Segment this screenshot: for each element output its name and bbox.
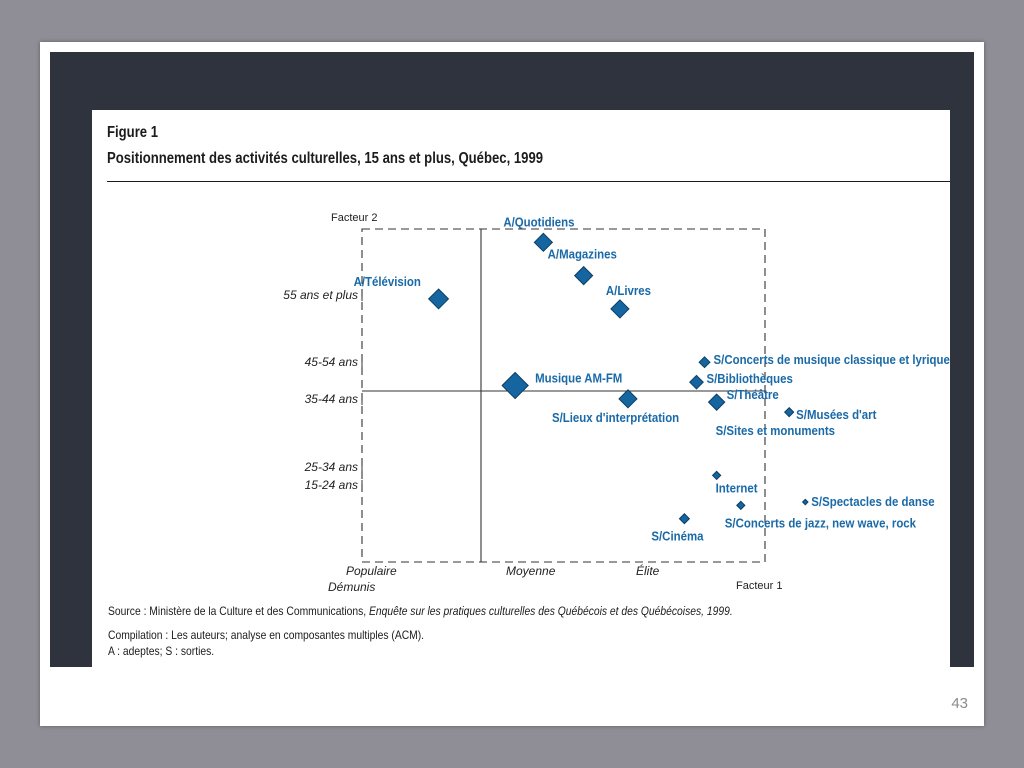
figure-title: Positionnement des activités culturelles… (107, 150, 544, 167)
data-point-label: S/Spectacles de danse (811, 494, 934, 509)
source-prefix: Source : Ministère de la Culture et des … (108, 604, 369, 618)
data-point-marker (573, 265, 594, 286)
data-point-marker (678, 513, 691, 525)
figure-number: Figure 1 (107, 124, 159, 141)
y-tick-label: 55 ans et plus (283, 288, 358, 302)
data-point-label: S/Bibliothèques (706, 372, 793, 387)
data-point-marker (610, 299, 630, 319)
data-point-label: S/Concerts de musique classique et lyriq… (714, 353, 950, 368)
slide-number: 43 (951, 695, 968, 712)
y-tick-label: 25-34 ans (304, 460, 358, 474)
data-point-marker (618, 389, 638, 409)
data-point-label: S/Sites et monuments (716, 423, 836, 438)
data-point-label: S/Lieux d'interprétation (552, 410, 679, 425)
data-point-label: S/Cinéma (651, 529, 703, 544)
data-point-label: A/Livres (606, 283, 651, 298)
compilation-note: Compilation : Les auteurs; analyse en co… (108, 628, 425, 642)
data-point-marker (533, 232, 554, 253)
data-point-marker (698, 356, 711, 369)
x-tick-label: Élite (636, 563, 660, 578)
x-tick-label: Populaire (346, 564, 397, 578)
data-point-marker (689, 374, 704, 390)
data-point-marker (707, 393, 726, 411)
data-point-label: A/Télévision (354, 274, 421, 289)
abbreviation-note: A : adeptes; S : sorties. (108, 644, 215, 658)
x-tick-label: Moyenne (506, 564, 556, 578)
y-tick-label: 35-44 ans (305, 392, 358, 406)
x-tick-label: Démunis (328, 580, 375, 594)
x-axis-title: Facteur 1 (736, 580, 782, 592)
slide: Figure 1 Positionnement des activités cu… (40, 42, 984, 726)
figure-panel: Figure 1 Positionnement des activités cu… (92, 110, 950, 677)
title-rule (107, 181, 950, 182)
data-point-label: Musique AM-FM (535, 371, 622, 386)
data-point-marker (783, 406, 795, 418)
plot-frame (361, 228, 766, 563)
y-axis-title: Facteur 2 (331, 212, 377, 224)
data-point-marker (736, 500, 746, 511)
y-tick-label: 15-24 ans (305, 478, 358, 492)
data-point-label: S/Théâtre (727, 387, 779, 402)
slide-dark-frame: Figure 1 Positionnement des activités cu… (50, 52, 974, 677)
scatter-plot: Facteur 2 Facteur 1 55 ans et plus 45-54 an… (283, 212, 950, 594)
data-point-marker (711, 470, 722, 481)
data-point-label: S/Concerts de jazz, new wave, rock (725, 516, 916, 531)
data-point-label: S/Musées d'art (796, 407, 876, 422)
data-point-marker (427, 288, 450, 310)
source-title: Enquête sur les pratiques culturelles de… (368, 604, 733, 618)
source-note: Source : Ministère de la Culture et des … (108, 604, 733, 618)
data-point-marker (501, 371, 529, 400)
data-point-label: A/Quotidiens (503, 215, 574, 230)
data-point-marker (801, 498, 809, 506)
data-point-label: Internet (716, 481, 758, 496)
y-tick-label: 45-54 ans (305, 355, 358, 369)
data-point-label: A/Magazines (548, 247, 617, 262)
